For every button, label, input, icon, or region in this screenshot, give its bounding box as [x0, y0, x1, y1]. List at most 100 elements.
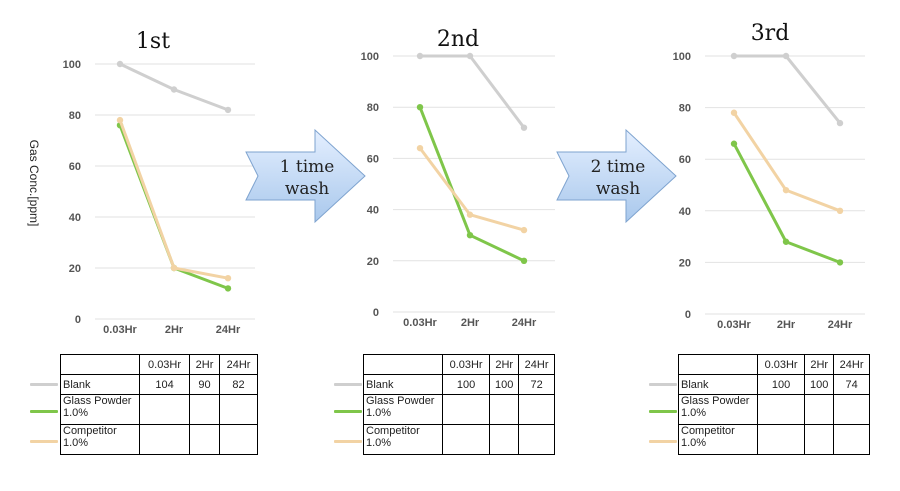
table-row: Blank 100 100 74 — [678, 374, 870, 395]
wash-arrow-1-line2: wash — [285, 179, 329, 199]
table-header-row: 0.03Hr 2Hr 24Hr — [363, 354, 555, 375]
wash-arrow-1-line1: 1 time — [280, 157, 335, 177]
table-cell: 104 — [138, 374, 191, 395]
row-label-glass: Glass Powder 1.0% — [678, 394, 758, 425]
x-tick-label: 24Hr — [512, 317, 537, 329]
data-point-blank — [466, 52, 474, 60]
table-row: Glass Powder 1.0% — [678, 394, 870, 425]
table-header-cell: 2Hr — [804, 354, 835, 375]
data-point-blank — [836, 119, 844, 127]
table-header-cell: 0.03Hr — [756, 354, 806, 375]
legend-swatch-competitor-3 — [649, 440, 677, 443]
table-cell — [138, 424, 191, 455]
row-label-line: 1.0% — [681, 407, 707, 419]
table-header-row: 0.03Hr 2Hr 24Hr — [60, 354, 258, 375]
chart-panel-1st: 1st 0 20 40 60 80 100 0.03Hr 2Hr 24Hr — [0, 0, 260, 491]
data-point-glass-powder — [730, 140, 738, 147]
table-cell: 100 — [804, 374, 835, 395]
data-point-glass-powder — [520, 257, 528, 264]
row-label-glass: Glass Powder 1.0% — [60, 394, 140, 425]
table-row: Competitor 1.0% — [363, 424, 555, 455]
y-tick-label: 40 — [69, 212, 81, 224]
data-point-glass-powder — [836, 259, 844, 266]
chart-panel-2nd: 2nd 0 20 40 60 80 100 0.03Hr 2Hr 24Hr — [0, 0, 555, 491]
row-label-blank: Blank — [678, 374, 758, 395]
row-label-competitor: Competitor 1.0% — [678, 424, 758, 455]
data-point-competitor — [782, 186, 790, 194]
legend-swatch-blank-2 — [334, 383, 362, 386]
row-label-line: Glass Powder — [63, 395, 132, 407]
data-point-blank — [782, 52, 790, 60]
chart-title: 2nd — [437, 27, 479, 52]
table-cell — [518, 394, 555, 425]
data-table-3rd: 0.03Hr 2Hr 24Hr Blank 100 100 74 Glass P… — [678, 354, 870, 455]
row-label-line: 1.0% — [366, 437, 392, 449]
table-cell — [189, 394, 220, 425]
table-header-cell: 24Hr — [833, 354, 870, 375]
legend-swatch-competitor-1 — [30, 440, 58, 443]
row-label-line: Glass Powder — [681, 395, 750, 407]
table-cell — [804, 394, 835, 425]
y-tick-label: 20 — [69, 263, 81, 275]
data-table-2nd: 0.03Hr 2Hr 24Hr Blank 100 100 72 Glass P… — [363, 354, 555, 455]
legend-swatch-glass-3 — [649, 410, 677, 413]
data-point-glass-powder — [416, 104, 424, 111]
x-tick-label: 0.03Hr — [103, 324, 137, 336]
data-point-glass-powder — [224, 285, 232, 292]
chart-title: 1st — [136, 29, 170, 54]
data-point-blank — [170, 86, 178, 93]
table-row: Blank 100 100 72 — [363, 374, 555, 395]
row-label-competitor: Competitor 1.0% — [60, 424, 140, 455]
data-point-competitor — [224, 275, 232, 282]
legend-swatch-glass-2 — [334, 410, 362, 413]
table-cell — [756, 394, 806, 425]
table-cell: 74 — [833, 374, 870, 395]
table-cell: 100 — [756, 374, 806, 395]
table-header-cell: 2Hr — [189, 354, 220, 375]
table-row: Glass Powder 1.0% — [363, 394, 555, 425]
chart-panel-3rd: 3rd 0 20 40 60 80 100 0.03Hr 2Hr 24Hr — [0, 0, 865, 491]
table-header-cell: 24Hr — [219, 354, 258, 375]
y-tick-label: 100 — [361, 51, 379, 63]
y-tick-label: 20 — [679, 257, 691, 269]
row-label-glass: Glass Powder 1.0% — [363, 394, 443, 425]
data-point-competitor — [170, 264, 178, 272]
legend-swatch-glass-1 — [30, 410, 58, 413]
data-point-competitor — [836, 207, 844, 214]
data-point-competitor — [416, 144, 424, 152]
table-row: Blank 104 90 82 — [60, 374, 258, 395]
row-label-line: 1.0% — [63, 407, 89, 419]
table-header-cell: 24Hr — [518, 354, 555, 375]
table-cell — [189, 424, 220, 455]
y-tick-label: 20 — [367, 256, 379, 268]
row-label-blank: Blank — [363, 374, 443, 395]
x-tick-label: 0.03Hr — [717, 319, 751, 331]
table-cell: 100 — [489, 374, 520, 395]
x-tick-label: 2Hr — [461, 317, 480, 329]
x-tick-label: 2Hr — [165, 324, 184, 336]
x-tick-label: 2Hr — [777, 319, 796, 331]
data-point-competitor — [116, 116, 124, 124]
table-cell: 90 — [189, 374, 220, 395]
row-label-blank: Blank — [60, 374, 140, 395]
row-label-line: Competitor — [681, 425, 735, 437]
row-label-competitor: Competitor 1.0% — [363, 424, 443, 455]
x-tick-label: 0.03Hr — [403, 317, 437, 329]
wash-arrow-2: 2 time wash — [556, 128, 677, 224]
table-cell — [833, 394, 870, 425]
y-tick-label: 100 — [673, 51, 691, 63]
data-point-glass-powder — [782, 238, 790, 245]
table-cell — [756, 424, 806, 455]
row-label-line: Competitor — [63, 425, 117, 437]
line-chart-1st: 1st 0 20 40 60 80 100 0.03Hr 2Hr 24Hr — [63, 29, 255, 336]
table-row: Glass Powder 1.0% — [60, 394, 258, 425]
y-tick-label: 40 — [679, 206, 691, 218]
table-cell: 72 — [518, 374, 555, 395]
y-axis-label-svg: Gas Conc.[ppm] — [27, 140, 41, 227]
table-cell — [804, 424, 835, 455]
table-cell — [833, 424, 870, 455]
data-point-blank — [520, 124, 528, 131]
data-point-blank — [224, 106, 232, 114]
